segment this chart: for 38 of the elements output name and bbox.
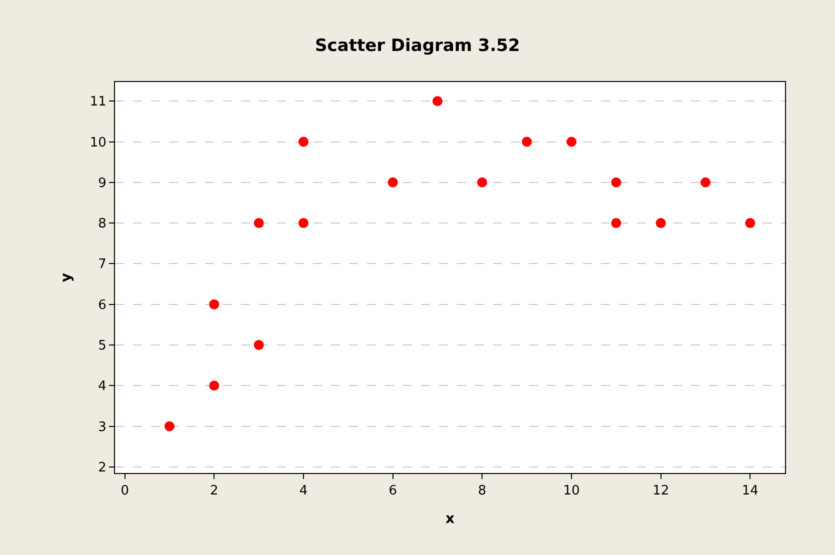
x-tick-label: 0 [120, 484, 129, 499]
x-axis-title: x [445, 510, 455, 527]
point [254, 340, 264, 350]
point [209, 299, 220, 310]
x-tick-label: 6 [388, 484, 397, 499]
y-tick-label: 8 [98, 216, 106, 232]
x-tick-label: 4 [299, 484, 308, 499]
point [298, 218, 308, 228]
x-tick-label: 12 [652, 484, 670, 499]
y-tick-label: 11 [90, 94, 106, 110]
point [164, 421, 174, 432]
point [432, 96, 442, 106]
point [745, 218, 756, 228]
point [611, 177, 622, 188]
y-tick-label: 4 [98, 379, 106, 394]
point [298, 136, 308, 147]
y-tick-label: 3 [98, 420, 106, 435]
point [566, 136, 576, 147]
y-tick-label: 6 [98, 298, 106, 313]
y-tick-label: 5 [98, 338, 106, 354]
x-tick-label: 14 [742, 484, 758, 499]
point [254, 218, 264, 228]
point [611, 218, 622, 228]
point [477, 177, 488, 188]
y-tick-label: 10 [90, 135, 106, 150]
chart-title: Scatter Diagram 3.52 [315, 36, 520, 56]
y-tick-label: 2 [98, 460, 106, 476]
point [388, 177, 398, 188]
y-tick-label: 7 [98, 257, 106, 272]
x-tick-label: 10 [563, 484, 580, 499]
y-tick-label: 9 [98, 176, 106, 191]
x-tick-label: 8 [478, 484, 486, 499]
point [209, 380, 220, 391]
point [656, 218, 666, 228]
point [700, 177, 710, 188]
point [522, 136, 532, 147]
y-axis-title: y [58, 272, 74, 282]
x-tick-label: 2 [210, 484, 218, 499]
